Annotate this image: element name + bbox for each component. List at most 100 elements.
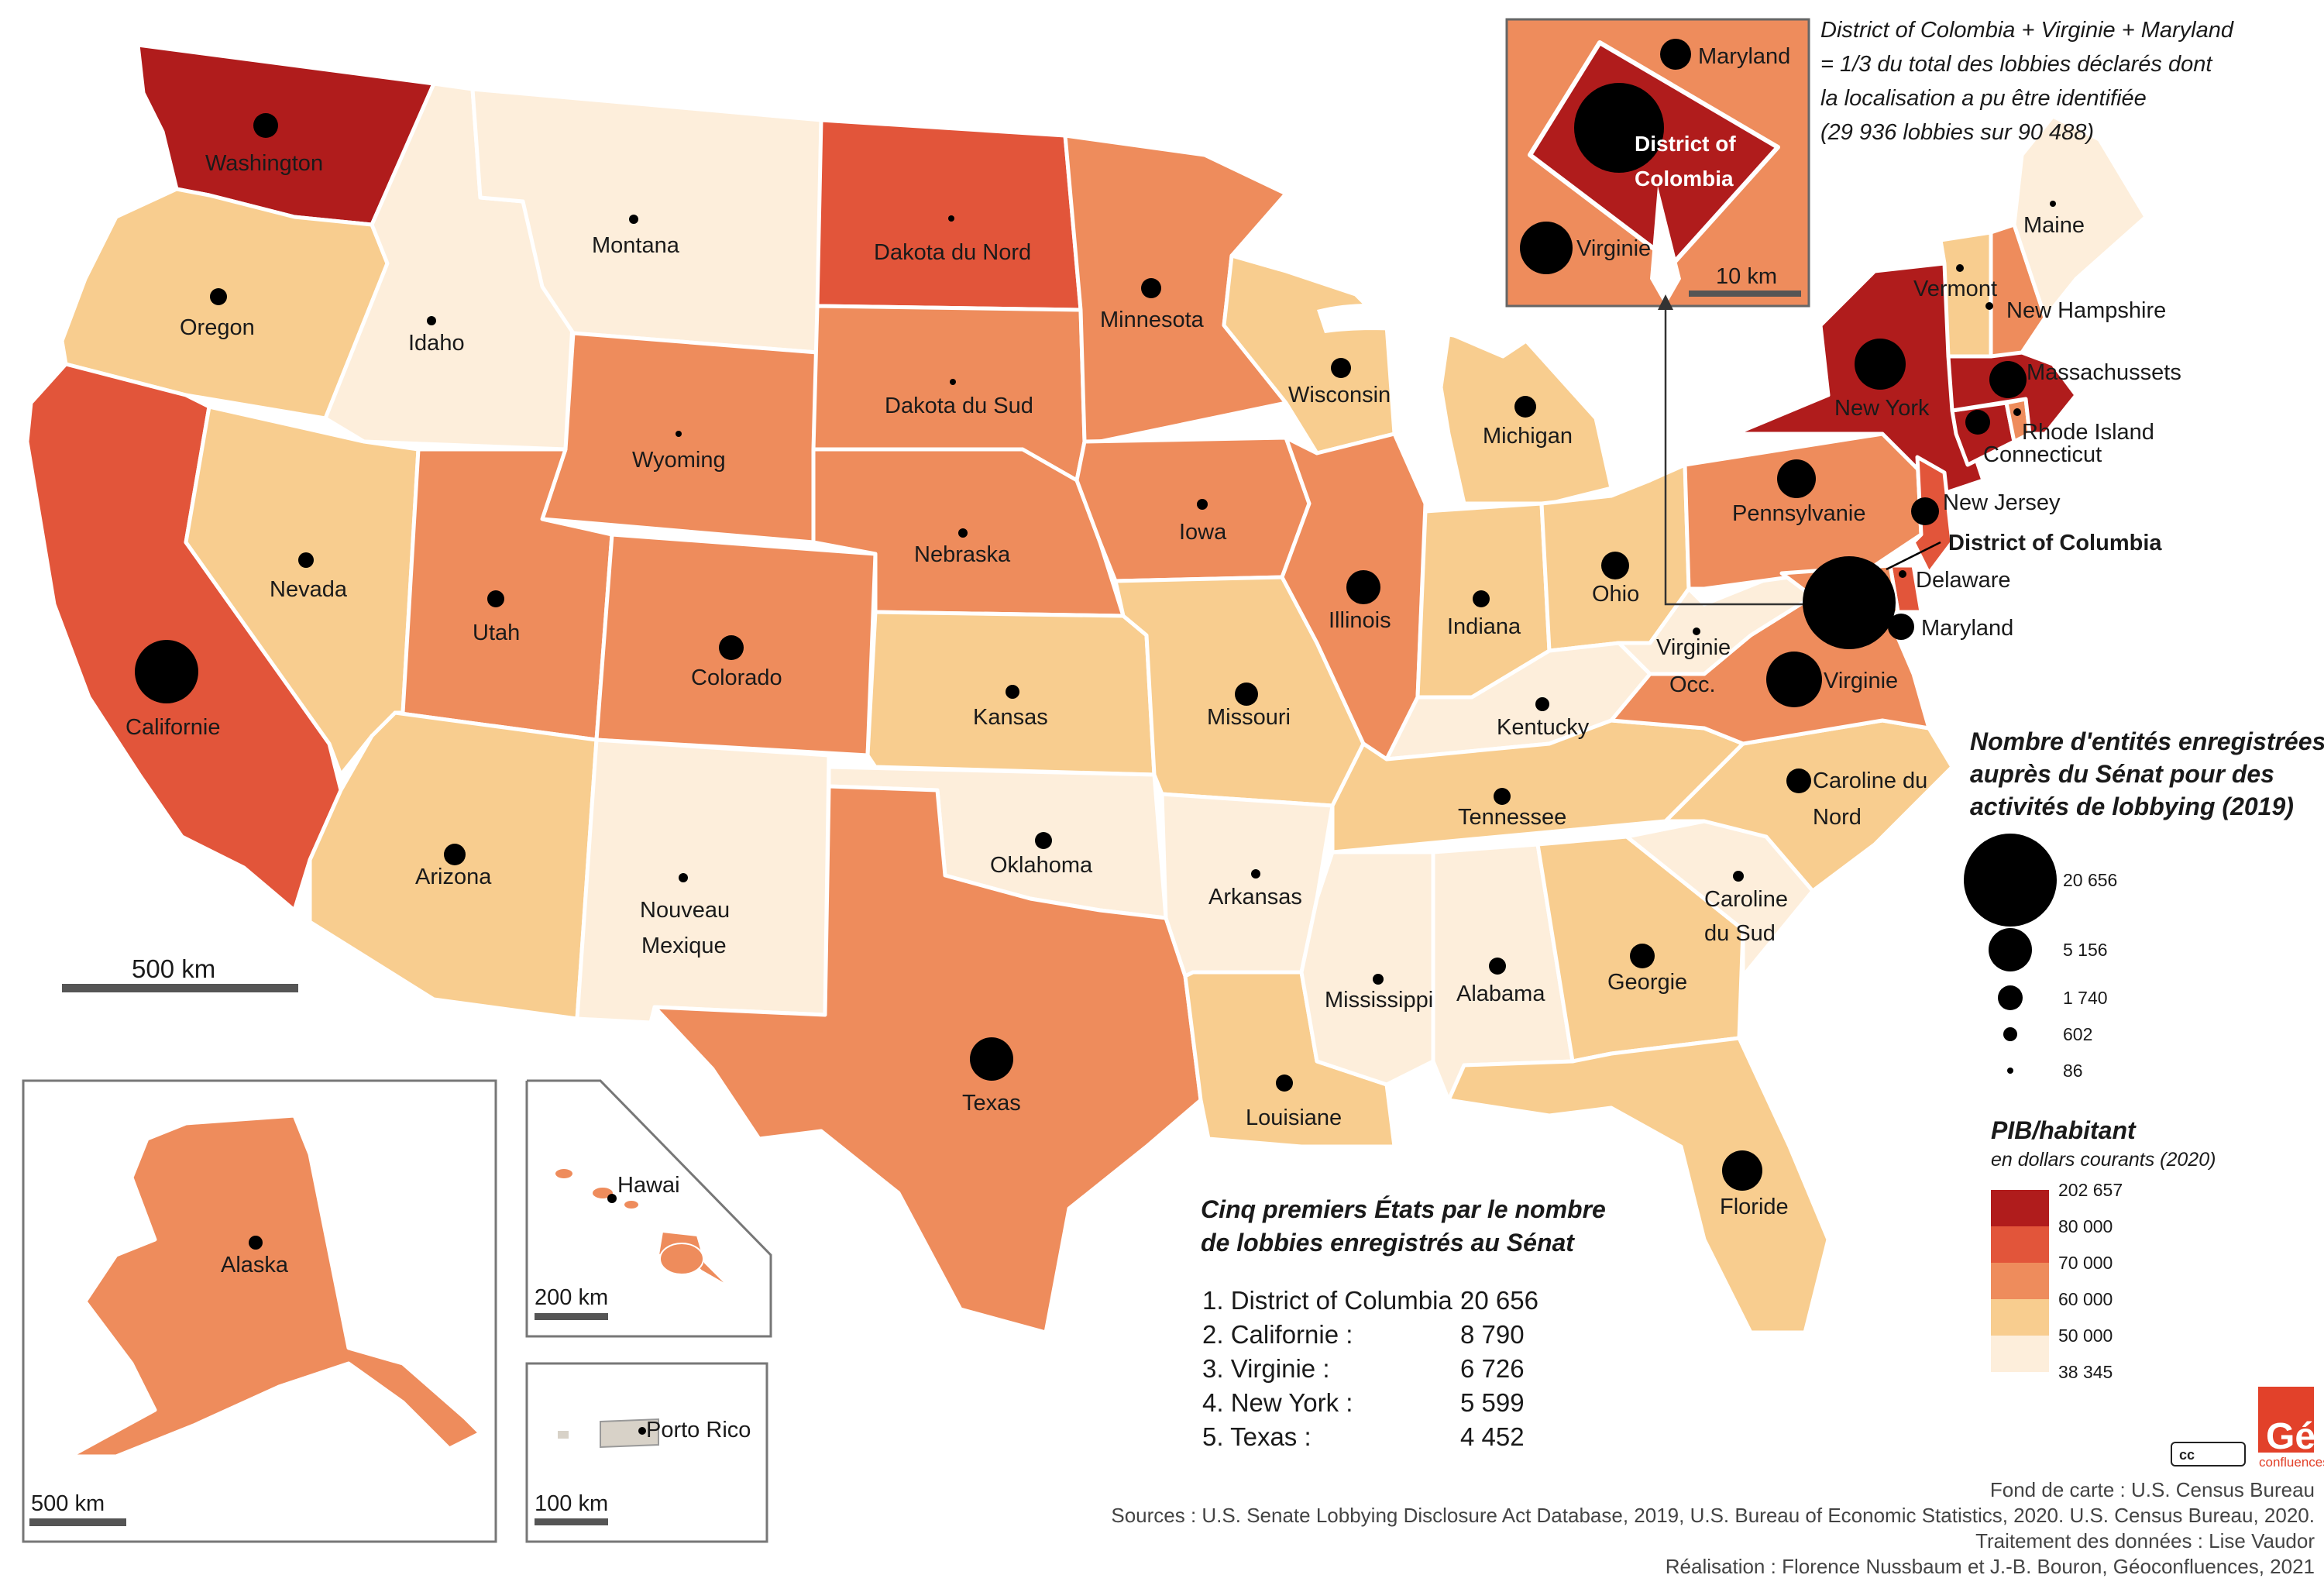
circle-mississippi xyxy=(1373,974,1384,985)
legend-circle-1 xyxy=(1964,834,2057,927)
legend-gdp-break-5: 50 000 xyxy=(2058,1326,2113,1346)
cc-license-badge xyxy=(2171,1442,2246,1466)
circle-porto-rico xyxy=(638,1427,646,1435)
circle-dc xyxy=(1803,556,1896,649)
hawai-inset: 200 km xyxy=(525,1079,772,1338)
hawai-kauai xyxy=(554,1167,574,1180)
label-new-york: New York xyxy=(1834,396,1930,421)
circle-caroline-nord xyxy=(1786,768,1811,793)
label-mississippi: Mississippi xyxy=(1325,988,1433,1013)
circle-oregon xyxy=(210,288,227,305)
label-louisiane: Louisiane xyxy=(1246,1105,1342,1130)
legend-gdp: PIB/habitant en dollars courants (2020) … xyxy=(1991,1116,2216,1382)
state-nouveau_mexique xyxy=(575,738,831,1025)
hawai-scale-label: 200 km xyxy=(535,1285,608,1310)
label-indiana: Indiana xyxy=(1447,614,1521,639)
state-new_hampshire xyxy=(1989,222,2047,359)
legend-gdp-break-6: 38 345 xyxy=(2058,1362,2113,1382)
label-caroline-nord-2: Nord xyxy=(1813,805,1862,830)
circle-maryland xyxy=(1888,614,1914,640)
porto-rico-islet xyxy=(558,1431,569,1439)
label-californie: Californie xyxy=(125,715,221,740)
circle-tennessee xyxy=(1494,788,1511,805)
legend-gdp-swatch-3 xyxy=(1991,1263,2049,1299)
top5-row-label: 5. Texas : xyxy=(1202,1422,1312,1451)
circle-rhode-island xyxy=(2013,408,2021,416)
state-alaska xyxy=(67,1113,483,1459)
circle-arizona xyxy=(444,844,466,865)
circle-alaska xyxy=(249,1236,263,1250)
circle-texas xyxy=(970,1037,1013,1081)
label-nouveau-mexique-2: Mexique xyxy=(641,934,727,958)
circle-new-york xyxy=(1855,339,1906,390)
label-montana: Montana xyxy=(592,233,680,258)
label-nebraska: Nebraska xyxy=(914,542,1011,567)
label-caroline-sud-2: du Sud xyxy=(1704,921,1776,946)
label-virginie: Virginie xyxy=(1824,669,1898,693)
lake-superior xyxy=(1317,303,1503,349)
label-pennsylvanie: Pennsylvanie xyxy=(1732,501,1866,526)
circle-new-jersey xyxy=(1911,497,1939,525)
dc-inset-dot-dc xyxy=(1574,83,1664,173)
label-oklahoma: Oklahoma xyxy=(990,853,1093,878)
lake-michigan xyxy=(1387,318,1444,504)
label-colorado: Colorado xyxy=(691,665,782,690)
circle-delaware xyxy=(1899,570,1906,578)
circle-kansas xyxy=(1006,685,1019,699)
potomac-river xyxy=(1650,186,1681,306)
top5-title-1: Cinq premiers États par le nombre xyxy=(1201,1195,1606,1223)
dc-inset: Maryland District of Colombia Virginie 1… xyxy=(1505,18,1867,606)
circle-floride xyxy=(1722,1150,1762,1191)
main-scale-bar xyxy=(62,984,298,992)
label-district-of-columbia: District of Columbia xyxy=(1948,531,2162,555)
top5-row-label: 1. District of Columbia : xyxy=(1202,1286,1466,1315)
state-wyoming xyxy=(540,331,820,545)
label-virginie-occ-2: Occ. xyxy=(1669,672,1716,697)
dc-note-line1: District of Colombia + Virginie + Maryla… xyxy=(1820,18,2234,43)
top5-title-2: de lobbies enregistrés au Sénat xyxy=(1201,1229,1575,1257)
circle-californie xyxy=(135,640,198,703)
circle-nevada xyxy=(298,552,314,568)
legend-circle-1-label: 20 656 xyxy=(2063,870,2117,890)
label-maryland: Maryland xyxy=(1921,616,2013,641)
legend-circles-title-1: Nombre d'entités enregistrées xyxy=(1970,727,2324,755)
label-arizona: Arizona xyxy=(415,865,492,889)
circle-hawai xyxy=(607,1194,617,1203)
circle-colorado xyxy=(719,635,744,660)
legend-circle-2-label: 5 156 xyxy=(2063,940,2108,960)
circle-alabama xyxy=(1489,958,1506,975)
state-iowa xyxy=(1074,435,1312,583)
label-oregon: Oregon xyxy=(180,315,255,340)
label-virginie-occ-1: Virginie xyxy=(1656,635,1731,660)
circle-nouveau-mexique xyxy=(679,873,688,882)
dc-inset-pointer-line xyxy=(1664,310,1867,606)
legend-circle-5 xyxy=(2007,1068,2013,1074)
top5-row-label: 2. Californie : xyxy=(1202,1320,1353,1349)
top5-rows: 1. District of Columbia :20 656 2. Califo… xyxy=(1202,1286,1538,1451)
label-porto-rico: Porto Rico xyxy=(646,1418,751,1442)
legend-gdp-swatch-4 xyxy=(1991,1299,2049,1336)
logo-letters: Géo xyxy=(2266,1416,2324,1457)
legend-circle-4 xyxy=(2003,1027,2017,1041)
legend-gdp-break-1: 202 657 xyxy=(2058,1180,2123,1200)
legend-circles-title-2: auprès du Sénat pour des xyxy=(1970,760,2274,788)
dc-leader-line xyxy=(1886,541,1941,571)
label-tennessee: Tennessee xyxy=(1458,805,1566,830)
label-washington: Washington xyxy=(205,151,323,176)
label-minnesota: Minnesota xyxy=(1100,308,1205,332)
circle-dakota-nord xyxy=(948,215,954,222)
circle-pennsylvanie xyxy=(1777,459,1816,498)
circle-wyoming xyxy=(676,431,682,437)
label-kansas: Kansas xyxy=(973,705,1048,730)
top5-row-value: 6 726 xyxy=(1460,1354,1525,1383)
dc-inset-frame xyxy=(1505,18,1810,308)
legend-gdp-title: PIB/habitant xyxy=(1991,1116,2137,1144)
label-alaska: Alaska xyxy=(221,1253,289,1277)
label-georgie: Georgie xyxy=(1607,970,1687,995)
circle-caroline-sud xyxy=(1733,871,1744,882)
logo-subtitle: confluences xyxy=(2259,1455,2324,1470)
logo-block xyxy=(2258,1387,2314,1453)
dc-note-line2: = 1/3 du total des lobbies déclarés dont xyxy=(1820,52,2213,77)
state-texas xyxy=(652,784,1203,1335)
label-connecticut: Connecticut xyxy=(1983,442,2102,467)
